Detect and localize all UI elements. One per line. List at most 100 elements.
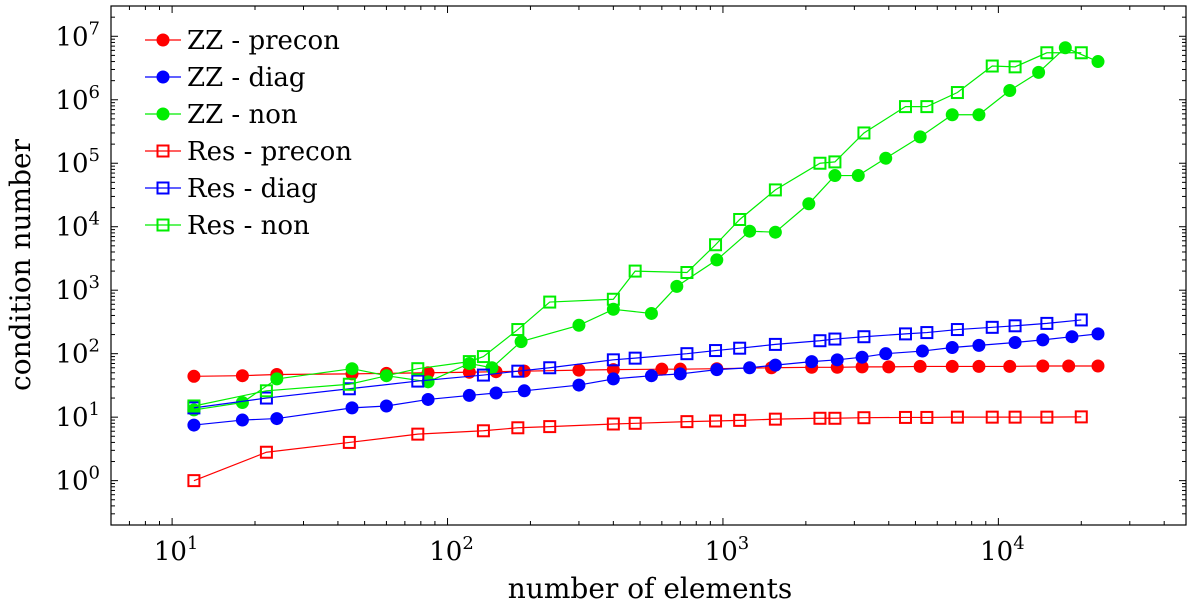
legend-marker — [156, 181, 170, 195]
data-point-res-diag — [411, 374, 425, 388]
data-point-zz-diag — [830, 353, 844, 367]
data-point-res-diag — [828, 332, 842, 346]
data-point-res-non — [768, 183, 782, 197]
data-point-res-diag — [1074, 313, 1088, 327]
data-point-res-non — [828, 155, 842, 169]
data-point-res-diag — [511, 364, 525, 378]
legend-entry-zz-precon: ZZ - precon — [145, 26, 340, 56]
data-point-zz-diag — [270, 412, 284, 426]
x-axis-label: number of elements — [508, 572, 792, 605]
data-point-res-non — [1074, 46, 1088, 60]
data-point-zz-non — [913, 130, 927, 144]
data-point-res-diag — [985, 320, 999, 334]
data-point-res-precon — [813, 411, 827, 425]
legend-entry-res-non: Res - non — [145, 211, 310, 241]
data-point-res-non — [709, 238, 723, 252]
data-point-zz-diag — [644, 369, 658, 383]
legend-label: Res - precon — [187, 137, 352, 167]
data-point-zz-non — [879, 151, 893, 165]
y-tick-label: 104 — [55, 209, 100, 243]
data-point-res-non — [898, 100, 912, 114]
data-point-zz-non — [945, 108, 959, 122]
legend-marker — [156, 144, 170, 158]
legend-label: ZZ - diag — [187, 63, 306, 93]
data-point-zz-non — [851, 169, 865, 183]
data-point-res-diag — [920, 326, 934, 340]
data-point-zz-precon — [1062, 359, 1076, 373]
data-point-zz-precon — [572, 363, 586, 377]
data-point-zz-diag — [972, 338, 986, 352]
data-point-zz-diag — [345, 401, 359, 415]
data-point-res-diag — [898, 327, 912, 341]
data-point-zz-precon — [1091, 359, 1105, 373]
data-point-zz-precon — [972, 359, 986, 373]
data-point-zz-non — [644, 306, 658, 320]
legend-label: Res - non — [187, 211, 310, 241]
data-point-zz-non — [235, 396, 249, 410]
legend-label: ZZ - precon — [187, 26, 340, 56]
data-point-zz-precon — [882, 360, 896, 374]
x-tick-label: 104 — [980, 533, 1025, 567]
data-point-zz-non — [743, 224, 757, 238]
data-point-res-precon — [411, 427, 425, 441]
data-point-res-precon — [187, 474, 201, 488]
data-point-res-precon — [950, 410, 964, 424]
data-point-res-precon — [606, 417, 620, 431]
y-tick-label: 102 — [55, 336, 100, 370]
data-point-res-non — [259, 384, 273, 398]
data-point-res-diag — [476, 368, 490, 382]
data-point-zz-non — [485, 361, 499, 375]
data-point-zz-diag — [187, 418, 201, 432]
data-point-res-non — [813, 156, 827, 170]
legend-entry-zz-non: ZZ - non — [145, 100, 298, 130]
data-point-zz-non — [828, 169, 842, 183]
data-point-zz-diag — [1008, 335, 1022, 349]
series-line-zz-non — [193, 47, 1099, 411]
data-point-res-precon — [680, 415, 694, 429]
data-point-zz-precon — [655, 362, 669, 376]
data-point-res-diag — [768, 337, 782, 351]
data-point-zz-diag — [1036, 333, 1050, 347]
data-point-res-precon — [857, 411, 871, 425]
data-point-res-non — [628, 264, 642, 278]
series-line-res-precon — [193, 416, 1082, 482]
legend-entry-res-diag: Res - diag — [145, 174, 318, 204]
data-point-res-precon — [543, 420, 557, 434]
data-point-res-precon — [1008, 410, 1022, 424]
data-point-zz-non — [606, 302, 620, 316]
data-point-res-non — [476, 350, 490, 364]
data-point-res-precon — [259, 445, 273, 459]
data-point-res-precon — [511, 421, 525, 435]
data-point-zz-non — [670, 279, 684, 293]
data-point-res-non — [985, 59, 999, 73]
data-point-res-non — [920, 100, 934, 114]
data-point-res-precon — [898, 410, 912, 424]
data-point-zz-diag — [945, 341, 959, 355]
data-point-res-precon — [476, 424, 490, 438]
data-point-res-precon — [985, 410, 999, 424]
data-point-res-non — [462, 355, 476, 369]
series-res-diag — [187, 313, 1088, 415]
data-point-zz-diag — [805, 355, 819, 369]
data-point-res-diag — [1040, 316, 1054, 330]
data-point-res-diag — [1008, 319, 1022, 333]
data-point-res-non — [733, 212, 747, 226]
y-tick-label: 106 — [55, 82, 100, 116]
data-point-zz-non — [802, 197, 816, 211]
data-point-zz-diag — [743, 361, 757, 375]
data-point-zz-diag — [235, 413, 249, 427]
data-point-zz-non — [1058, 41, 1072, 55]
data-point-res-diag — [813, 334, 827, 348]
x-tick-label: 101 — [154, 533, 199, 567]
data-point-res-precon — [828, 411, 842, 425]
data-point-res-non — [950, 86, 964, 100]
data-point-zz-diag — [855, 350, 869, 364]
data-point-zz-diag — [421, 392, 435, 406]
y-tick-label: 100 — [55, 463, 100, 497]
data-point-zz-diag — [673, 367, 687, 381]
data-point-zz-diag — [915, 344, 929, 358]
data-point-zz-non — [972, 108, 986, 122]
data-point-zz-non — [514, 335, 528, 349]
data-point-zz-non — [710, 253, 724, 267]
